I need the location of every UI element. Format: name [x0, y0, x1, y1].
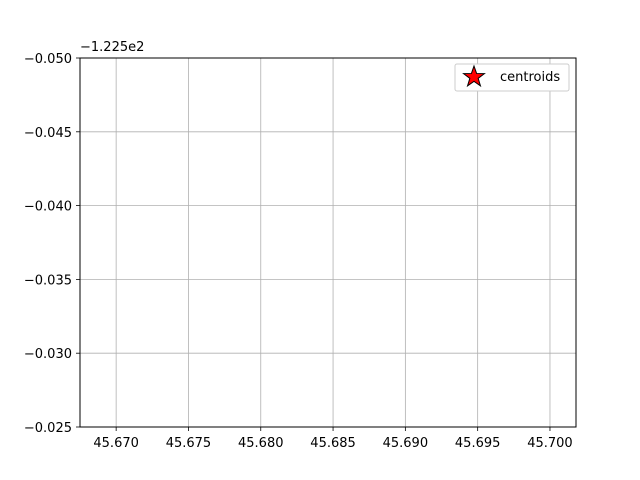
y-tick-label: −0.030 [24, 347, 72, 362]
y-tick-label: −0.040 [24, 200, 72, 215]
x-tick-label: 45.685 [310, 436, 356, 451]
legend: centroids [454, 63, 570, 92]
x-tick-label: 45.690 [383, 436, 429, 451]
y-axis: −0.050 −0.045 −0.040 −0.035 −0.030 −0.025 [24, 52, 80, 436]
legend-box [454, 63, 570, 92]
y-tick-label: −0.035 [24, 273, 72, 288]
grid-lines [80, 57, 576, 428]
y-tick-label: −0.045 [24, 126, 72, 141]
plot-area-frame [79, 57, 577, 428]
y-tick-label: −0.025 [24, 421, 72, 436]
y-tick-label: −0.050 [24, 52, 72, 67]
legend-label-centroids: centroids [500, 70, 560, 85]
y-axis-offset-text: −1.225e2 [80, 40, 145, 55]
x-tick-label: 45.700 [527, 436, 573, 451]
legend-star-marker-icon [462, 64, 486, 88]
x-tick-label: 45.675 [166, 436, 212, 451]
x-tick-label: 45.680 [238, 436, 284, 451]
x-tick-label: 45.695 [455, 436, 501, 451]
x-tick-label: 45.670 [93, 436, 139, 451]
x-axis: 45.670 45.675 45.680 45.685 45.690 45.695 45.7… [93, 427, 573, 451]
